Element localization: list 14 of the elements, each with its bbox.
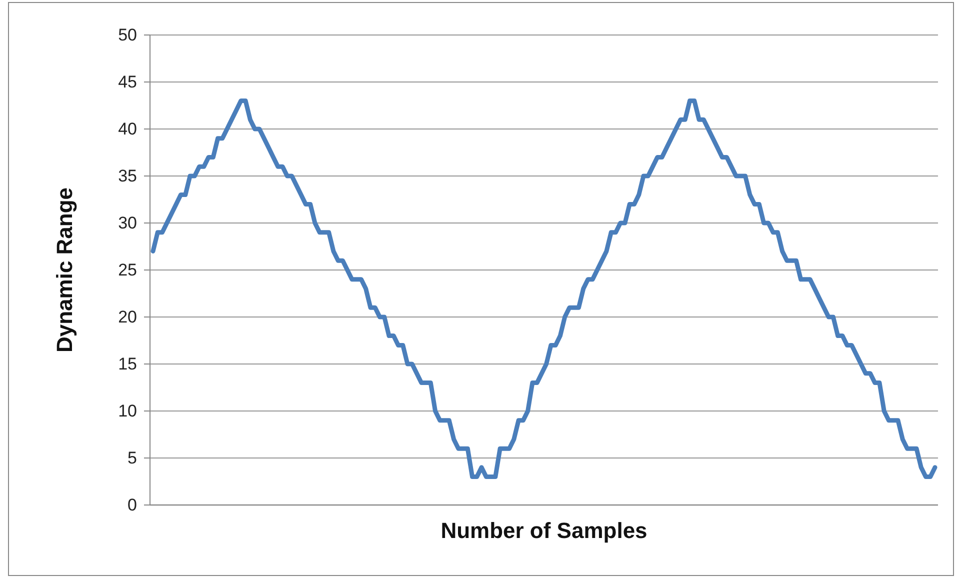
line-series [150,98,938,480]
y-tick-label: 25 [118,260,137,280]
y-tick-label: 20 [118,307,137,326]
x-axis-title: Number of Samples [440,518,648,543]
y-tick-label: 10 [118,401,137,420]
y-tick-label: 15 [118,354,137,374]
y-tick-label: 50 [118,25,137,44]
y-tick-label: 5 [128,448,137,468]
y-tick-label: 30 [118,213,137,232]
y-tick-label: 35 [118,166,137,186]
y-tick-label: 40 [118,119,137,138]
y-tick-label: 45 [118,72,137,92]
y-axis-title: Dynamic Range [52,187,77,353]
y-tick-label: 0 [128,495,137,514]
